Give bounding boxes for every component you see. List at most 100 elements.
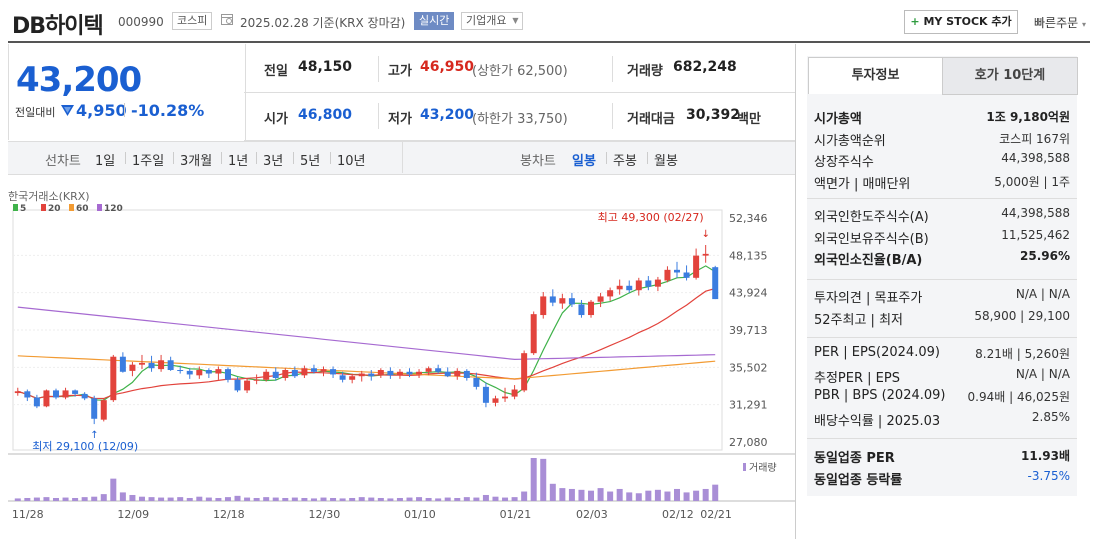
separator xyxy=(606,152,607,164)
period-0[interactable]: 1일 xyxy=(95,154,116,169)
volume-bar xyxy=(387,498,394,501)
volume-bar xyxy=(72,497,79,501)
separator xyxy=(173,152,174,164)
company-info-button[interactable]: 기업개요 ▼ xyxy=(461,12,524,30)
info-value: N/A | N/A xyxy=(1015,287,1070,301)
section-divider xyxy=(807,337,1077,338)
volume-bar xyxy=(263,497,270,501)
candle-body xyxy=(62,390,69,398)
volume-bar xyxy=(626,492,633,501)
volume-bar xyxy=(14,498,21,501)
y-tick-label: 39,713 xyxy=(729,324,768,337)
period-4[interactable]: 3년 xyxy=(263,154,284,169)
price-chart[interactable]: 52,346 48,135 43,924 39,713 35,502 31,291 27,0… xyxy=(8,176,795,539)
ma-line-20 xyxy=(17,287,716,400)
up-arrow-icon: ↑ xyxy=(90,430,98,441)
separator xyxy=(221,152,222,164)
candle-body xyxy=(282,370,289,378)
section-divider xyxy=(807,438,1077,439)
chevron-down-icon: ▼ xyxy=(512,16,519,25)
candle-body xyxy=(607,290,614,297)
change-value: 4,950 xyxy=(76,101,127,120)
info-label: 추정PER | EPS xyxy=(814,370,900,386)
high-label: 고가 xyxy=(388,64,412,79)
candle-body xyxy=(559,298,566,304)
divider xyxy=(124,103,125,117)
candle-body xyxy=(616,285,623,290)
period-6[interactable]: 10년 xyxy=(337,154,366,169)
separator xyxy=(256,152,257,164)
divider xyxy=(402,141,403,173)
candle-body xyxy=(664,269,671,281)
candle-period-1[interactable]: 주봉 xyxy=(613,154,637,169)
separator xyxy=(125,152,126,164)
period-3[interactable]: 1년 xyxy=(228,154,249,169)
candle-body xyxy=(502,396,509,399)
legend-label: 20 xyxy=(48,204,61,214)
volume-bar xyxy=(272,497,279,501)
candle-body xyxy=(626,285,633,291)
candle-body xyxy=(253,379,260,381)
volume-bar xyxy=(33,497,40,501)
candle-period-0[interactable]: 일봉 xyxy=(572,154,596,169)
volume-bar xyxy=(607,491,614,501)
down-triangle-icon xyxy=(61,105,74,119)
low-value: 43,200 xyxy=(420,107,475,123)
volume-bar xyxy=(358,497,365,501)
volume-bar xyxy=(473,497,480,501)
candle-body xyxy=(712,267,719,300)
volume-bar xyxy=(502,497,509,501)
candle-body xyxy=(683,272,690,278)
candle-body xyxy=(310,368,317,372)
mystock-add-button[interactable]: + MY STOCK 추가 xyxy=(904,10,1018,34)
period-2[interactable]: 3개월 xyxy=(180,154,213,169)
candle-body xyxy=(635,280,642,291)
quick-order-button[interactable]: 빠른주문 ▾ xyxy=(1034,14,1086,31)
low-label: 저가 xyxy=(388,112,412,127)
candle-period-2[interactable]: 월봉 xyxy=(654,154,678,169)
change-label: 전일대비 xyxy=(15,106,56,119)
high-annotation: 최고 49,300 (02/27) xyxy=(598,211,704,224)
volume-bar xyxy=(368,497,375,501)
candle-body xyxy=(301,368,308,376)
info-label: 시가총액순위 xyxy=(814,133,886,149)
info-value: 5,000원 | 1주 xyxy=(994,174,1070,189)
volume-bar xyxy=(167,497,174,501)
candle-body xyxy=(148,362,155,369)
volume-bar xyxy=(635,493,642,501)
candle-body xyxy=(24,391,31,398)
candle-body xyxy=(674,269,681,273)
ma-line-120 xyxy=(17,306,716,361)
candle-body xyxy=(444,371,451,377)
volume-bar xyxy=(224,497,231,501)
tab-invest-info[interactable]: 투자정보 xyxy=(808,57,943,94)
plus-icon: + xyxy=(910,15,920,28)
candle-body xyxy=(549,296,556,303)
info-label: 외국인한도주식수(A) xyxy=(814,210,929,225)
volume-bar xyxy=(712,484,719,501)
tab-quote-10[interactable]: 호가 10단계 xyxy=(942,57,1078,95)
candle-body xyxy=(244,380,251,391)
volume-bar xyxy=(568,488,575,501)
period-1[interactable]: 1주일 xyxy=(132,154,165,169)
volume-bar xyxy=(62,497,69,501)
info-value: 코스피 167위 xyxy=(999,131,1070,146)
volume-bar xyxy=(253,497,260,501)
realtime-button[interactable]: 실시간 xyxy=(414,12,455,30)
ma-line-60 xyxy=(17,355,716,380)
high-value: 46,950 xyxy=(420,59,475,75)
low-annotation: 최저 29,100 (12/09) xyxy=(32,440,138,453)
volume-bar xyxy=(597,488,604,501)
change-rate: -10.28% xyxy=(131,101,205,120)
volume-bar xyxy=(110,478,117,501)
volume-bar xyxy=(492,496,499,501)
legend-label: 60 xyxy=(76,204,89,214)
candle-body xyxy=(263,371,270,380)
section-divider xyxy=(807,198,1077,199)
period-5[interactable]: 5년 xyxy=(300,154,321,169)
volume-value: 682,248 xyxy=(673,59,737,75)
candle-body xyxy=(693,255,700,278)
stock-header: DB하이텍 000990 코스피 2025.02.28 기준(KRX 장마감) … xyxy=(0,0,1099,44)
volume-bar xyxy=(654,489,661,501)
amount-value: 30,392 xyxy=(686,107,741,123)
